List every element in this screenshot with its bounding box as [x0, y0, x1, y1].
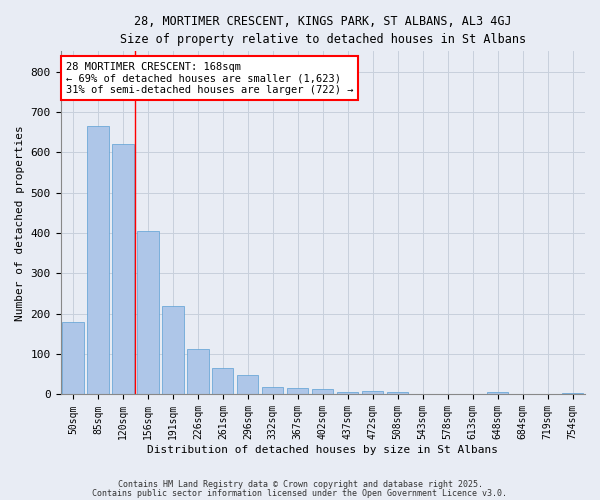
Bar [487, 392, 508, 394]
Bar [237, 376, 259, 394]
Bar [312, 389, 334, 394]
Bar [562, 393, 583, 394]
Bar [212, 368, 233, 394]
Bar [163, 306, 184, 394]
Bar [112, 144, 134, 395]
Bar [62, 322, 83, 394]
Bar [287, 388, 308, 394]
Text: 28 MORTIMER CRESCENT: 168sqm
← 69% of detached houses are smaller (1,623)
31% of: 28 MORTIMER CRESCENT: 168sqm ← 69% of de… [66, 62, 353, 95]
Bar [137, 231, 158, 394]
Bar [262, 387, 283, 394]
Bar [88, 126, 109, 394]
Bar [187, 349, 209, 395]
Title: 28, MORTIMER CRESCENT, KINGS PARK, ST ALBANS, AL3 4GJ
Size of property relative : 28, MORTIMER CRESCENT, KINGS PARK, ST AL… [120, 15, 526, 46]
Text: Contains HM Land Registry data © Crown copyright and database right 2025.: Contains HM Land Registry data © Crown c… [118, 480, 482, 489]
Bar [362, 391, 383, 394]
Y-axis label: Number of detached properties: Number of detached properties [15, 125, 25, 321]
Bar [387, 392, 409, 394]
Bar [337, 392, 358, 394]
Text: Contains public sector information licensed under the Open Government Licence v3: Contains public sector information licen… [92, 489, 508, 498]
X-axis label: Distribution of detached houses by size in St Albans: Distribution of detached houses by size … [147, 445, 498, 455]
